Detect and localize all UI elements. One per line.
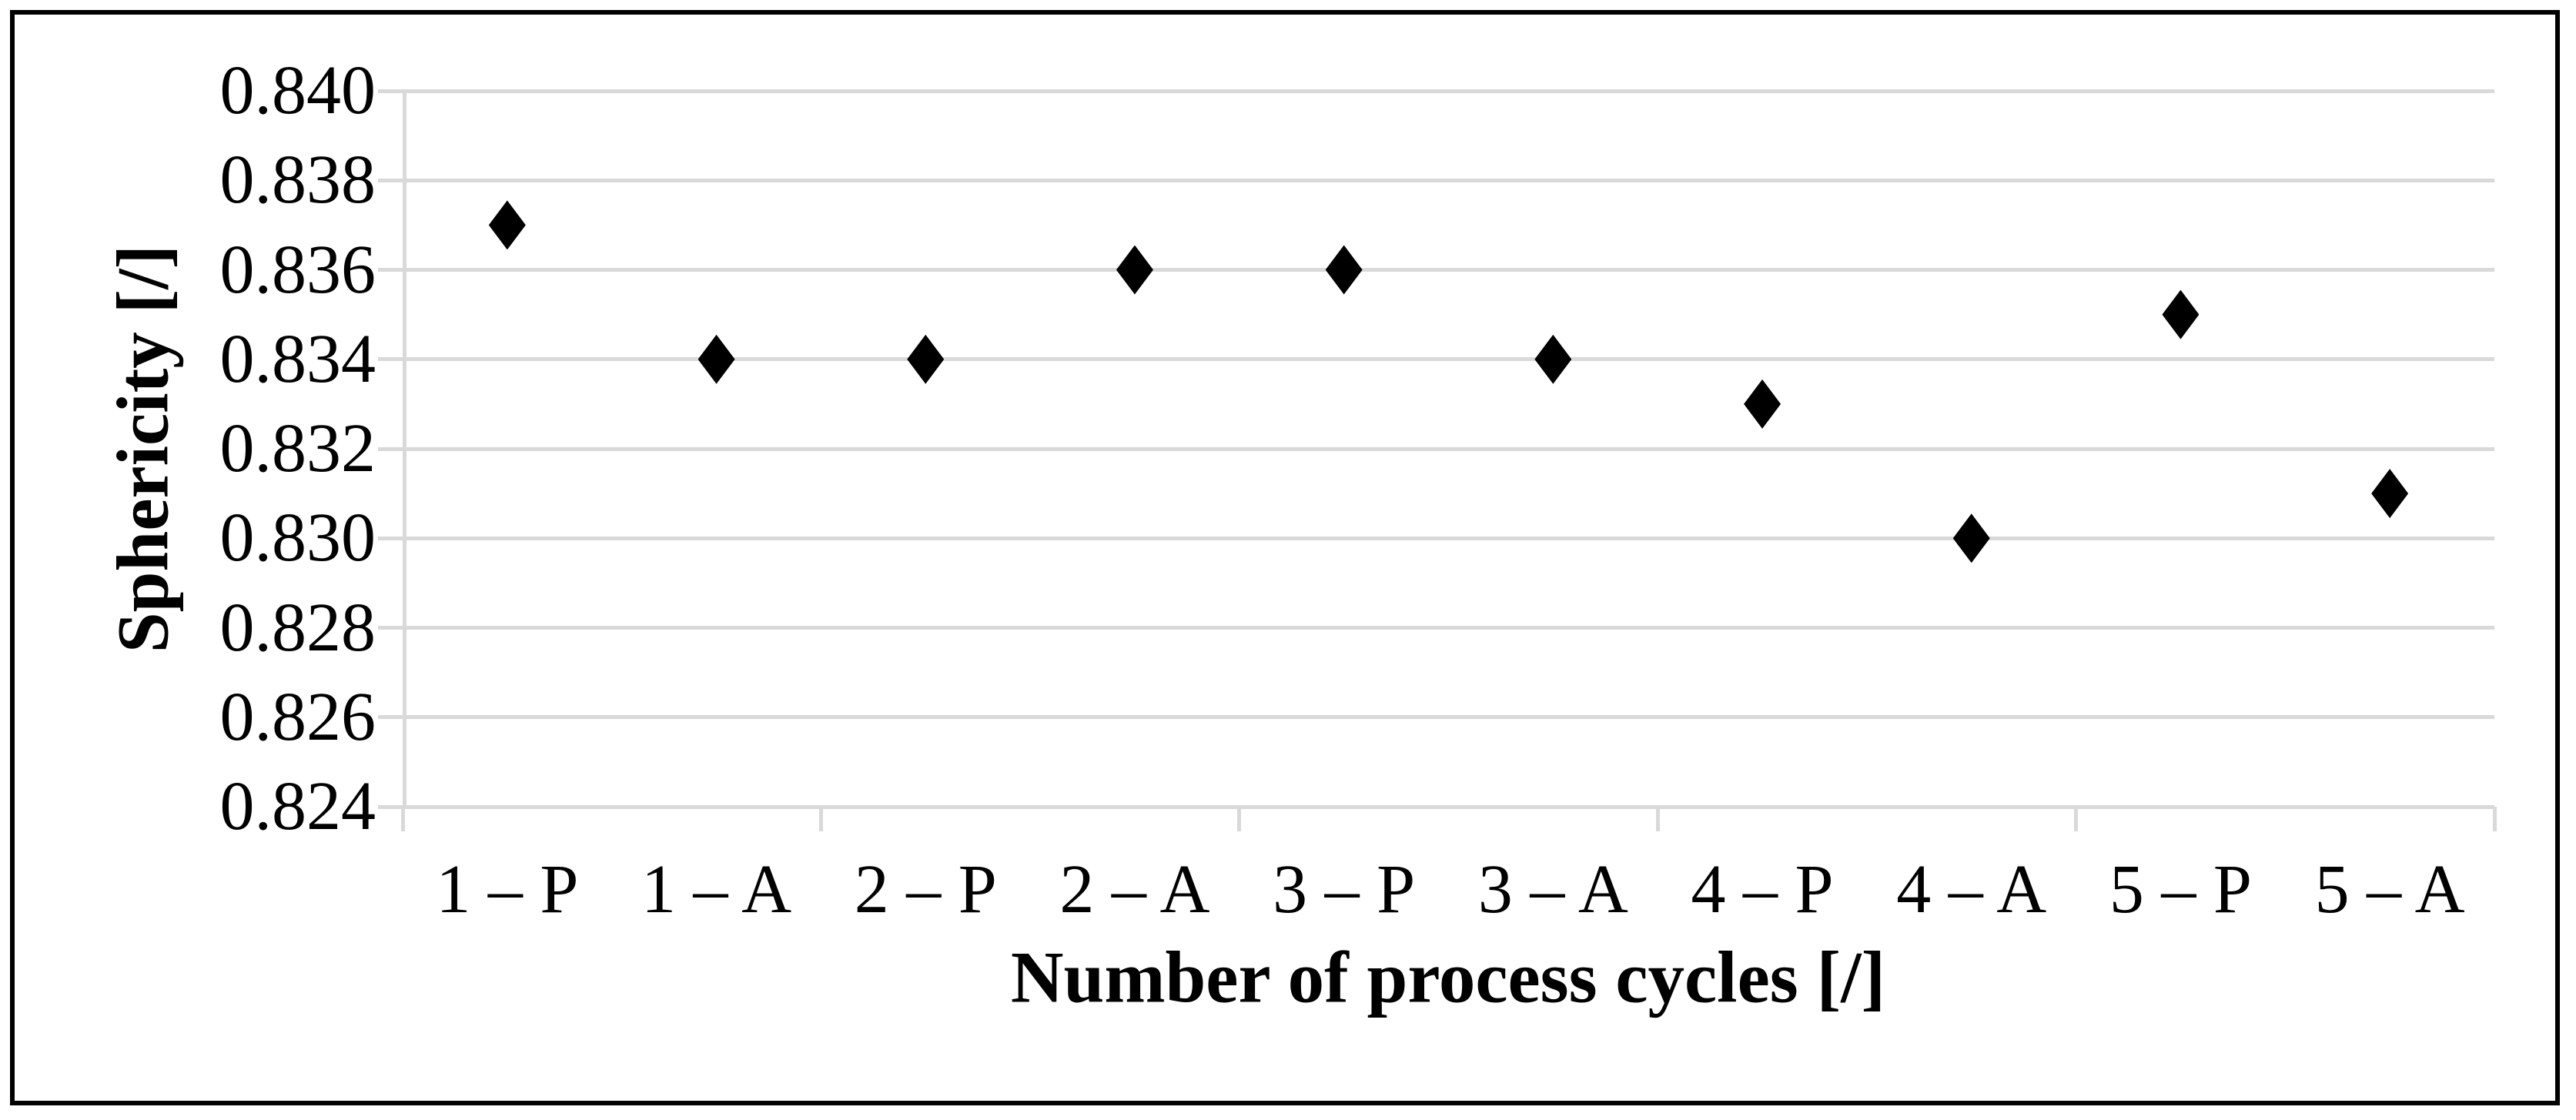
y-tick-label: 0.832 — [219, 410, 376, 486]
y-gridline — [403, 804, 2494, 809]
y-gridline — [403, 357, 2494, 362]
chart-frame — [10, 10, 2560, 1105]
y-gridline — [403, 536, 2494, 540]
y-gridline — [403, 89, 2494, 93]
y-tick-label: 0.836 — [219, 231, 376, 308]
x-tick-label: 5 – P — [2109, 851, 2252, 928]
x-tick-mark — [2074, 807, 2079, 831]
y-gridline — [403, 268, 2494, 272]
x-tick-mark — [1655, 807, 1660, 831]
x-axis-title: Number of process cycles [/] — [1010, 936, 1886, 1018]
x-tick-label: 5 – A — [2314, 851, 2465, 928]
y-tick-label: 0.834 — [219, 320, 376, 397]
x-tick-mark — [1237, 807, 1242, 831]
y-tick-label: 0.824 — [219, 768, 376, 844]
x-tick-label: 3 – A — [1477, 851, 1628, 928]
y-tick-mark — [378, 804, 403, 809]
y-tick-mark — [378, 626, 403, 630]
x-tick-label: 1 – P — [436, 851, 579, 928]
y-tick-mark — [378, 446, 403, 451]
y-tick-mark — [378, 715, 403, 720]
y-gridline — [403, 178, 2494, 182]
y-tick-mark — [378, 536, 403, 540]
x-tick-label: 1 – A — [641, 851, 792, 928]
x-tick-mark — [818, 807, 823, 831]
y-tick-label: 0.838 — [219, 142, 376, 219]
x-tick-label: 2 – A — [1059, 851, 1210, 928]
y-gridline — [403, 446, 2494, 451]
x-tick-label: 4 – P — [1691, 851, 1834, 928]
y-tick-label: 0.830 — [219, 500, 376, 577]
x-tick-label: 2 – P — [854, 851, 997, 928]
y-tick-mark — [378, 178, 403, 182]
y-tick-mark — [378, 357, 403, 362]
y-tick-mark — [378, 268, 403, 272]
y-tick-label: 0.828 — [219, 589, 376, 666]
x-tick-label: 3 – P — [1273, 851, 1416, 928]
y-tick-label: 0.840 — [219, 52, 376, 129]
x-tick-mark — [400, 807, 405, 831]
y-axis-line — [403, 91, 406, 807]
x-tick-label: 4 – A — [1896, 851, 2047, 928]
y-gridline — [403, 626, 2494, 630]
y-gridline — [403, 715, 2494, 720]
y-tick-mark — [378, 89, 403, 93]
y-tick-label: 0.826 — [219, 678, 376, 755]
x-tick-mark — [2492, 807, 2497, 831]
